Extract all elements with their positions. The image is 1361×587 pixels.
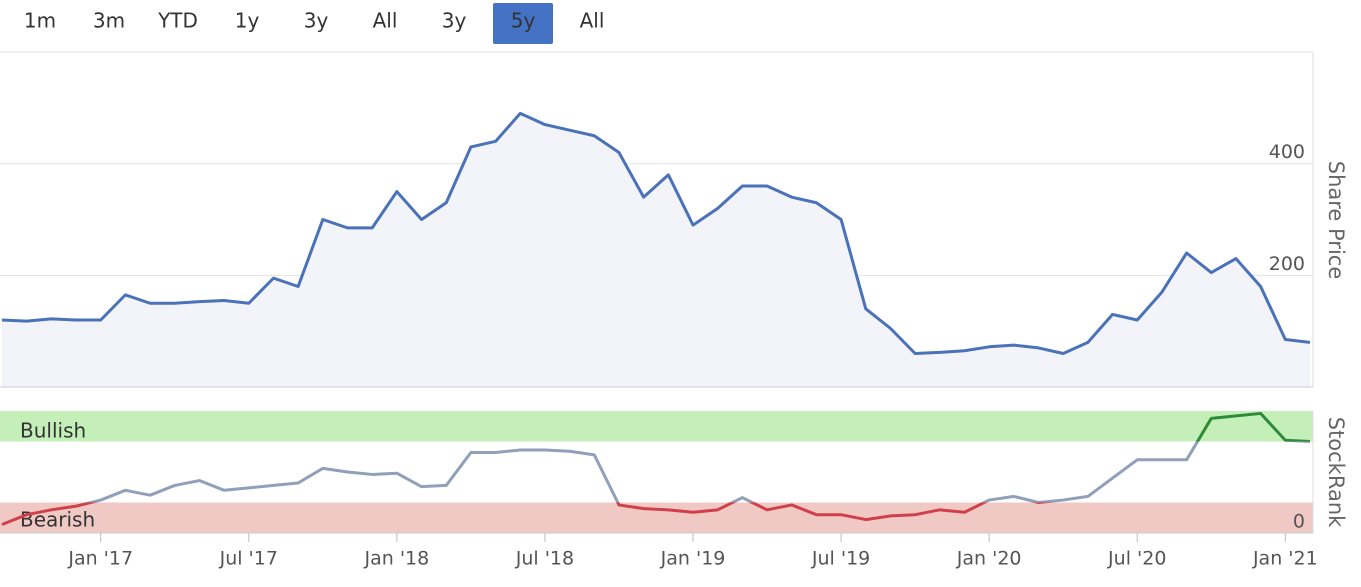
y-tick-label: 0: [1293, 511, 1305, 533]
range-button[interactable]: YTD: [157, 9, 198, 33]
price-area: [2, 113, 1310, 388]
range-button[interactable]: 1m: [24, 9, 56, 33]
y-axis-title: StockRank: [1324, 417, 1348, 528]
range-button-bg[interactable]: [493, 3, 553, 44]
x-tick-label: Jul '17: [219, 548, 278, 570]
band-label: Bearish: [20, 508, 95, 532]
x-tick-label: Jan '19: [660, 548, 726, 570]
rank-line: [1, 411, 1311, 526]
x-tick-label: Jan '20: [956, 548, 1022, 570]
band-label: Bullish: [20, 419, 86, 443]
range-button[interactable]: 3y: [442, 9, 467, 33]
x-tick-label: Jul '18: [515, 548, 574, 570]
x-tick-label: Jul '20: [1107, 548, 1166, 570]
y-axis-title: Share Price: [1324, 161, 1348, 280]
y-tick-label: 400: [1269, 141, 1305, 163]
x-tick-label: Jan '17: [67, 548, 133, 570]
x-tick-label: Jul '19: [811, 548, 870, 570]
band: [0, 411, 1313, 442]
range-button[interactable]: 3y: [304, 9, 329, 33]
band: [0, 502, 1313, 533]
range-button[interactable]: 5y: [511, 9, 536, 33]
x-tick-label: Jan '18: [364, 548, 430, 570]
y-tick-label: 200: [1269, 253, 1305, 275]
range-button[interactable]: All: [373, 9, 398, 33]
range-button[interactable]: 3m: [93, 9, 125, 33]
range-button[interactable]: 1y: [235, 9, 260, 33]
x-tick-label: Jan '21: [1252, 548, 1318, 570]
range-button[interactable]: All: [580, 9, 605, 33]
price-line: [1, 111, 1311, 355]
